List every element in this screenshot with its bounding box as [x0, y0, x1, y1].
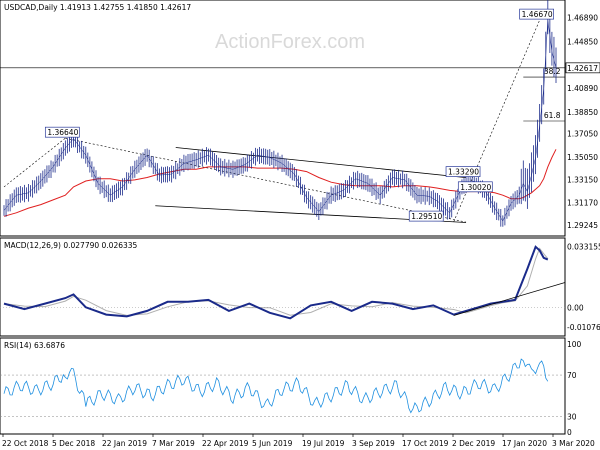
price-label: 1.33290 [448, 168, 479, 177]
x-tick-label: 5 Jun 2019 [252, 439, 293, 448]
price-label: 1.30020 [460, 183, 491, 192]
price-label: 1.29510 [411, 212, 442, 221]
x-tick-label: 22 Oct 2018 [2, 439, 49, 448]
macd-y-tick: 0.033155 [567, 242, 600, 251]
rsi-line [3, 358, 549, 414]
x-tick-label: 19 Jul 2019 [302, 439, 345, 448]
rsi-title: RSI(14) 63.6876 [4, 341, 65, 350]
price-y-tick: 1.44850 [567, 38, 598, 47]
price-y-tick: 1.42617 [567, 64, 598, 73]
macd-y-tick: 0.00 [567, 303, 584, 312]
current-price-tag [565, 62, 600, 74]
x-tick-label: 22 Jan 2019 [102, 439, 147, 448]
price-label: 1.36640 [47, 128, 78, 137]
rsi-y-tick: 70 [567, 371, 577, 380]
rsi-layer [0, 358, 565, 417]
x-tick-label: 17 Oct 2019 [402, 439, 449, 448]
price-label-box [519, 8, 554, 20]
falling-dotted-line [65, 137, 467, 223]
price-label: 38.2 [544, 67, 561, 76]
price-y-tick: 1.31170 [567, 199, 598, 208]
price-header: USDCAD,Daily 1.41913 1.42755 1.41850 1.4… [4, 3, 191, 12]
price-label-box [408, 210, 444, 222]
price-y-tick: 1.33150 [567, 175, 598, 184]
price-panel-frame [0, 0, 566, 237]
upper-channel-line [175, 147, 467, 179]
macd-trend-line [453, 282, 566, 316]
x-tick-label: 5 Dec 2018 [52, 439, 95, 448]
price-label: 61.8 [544, 111, 561, 120]
x-tick-label: 2 Dec 2019 [452, 439, 495, 448]
axis-layer: 1.46890 1.44850 1.42617 1.40890 1.38850 1.370… [2, 14, 600, 448]
rsi-y-tick: 30 [567, 412, 577, 421]
macd-line [3, 245, 549, 320]
price-y-tick: 1.40890 [567, 84, 598, 93]
price-label: 1.46670 [522, 10, 553, 19]
watermark: ActionForex.com [215, 31, 365, 53]
macd-y-tick: -0.010769 [567, 323, 600, 332]
rsi-panel-frame [0, 337, 566, 435]
price-y-tick: 1.37050 [567, 129, 598, 138]
macd-layer [0, 245, 566, 320]
macd-title: MACD(12,26,9) 0.027790 0.026335 [4, 241, 138, 250]
price-y-tick: 1.35050 [567, 153, 598, 162]
x-tick-label: 22 Apr 2019 [202, 439, 249, 448]
macd-panel-frame [0, 237, 566, 337]
price-y-tick: 1.38850 [567, 108, 598, 117]
x-tick-label: 3 Mar 2020 [552, 439, 595, 448]
price-y-tick: 1.29245 [567, 221, 598, 230]
x-tick-label: 3 Sep 2019 [352, 439, 395, 448]
moving-average-line [3, 149, 557, 217]
x-tick-label: 17 Jan 2020 [502, 439, 547, 448]
rsi-y-tick: 0 [567, 428, 572, 437]
price-label-box [44, 126, 80, 138]
support-dotted-line [3, 137, 66, 188]
price-y-tick: 1.46890 [567, 14, 598, 23]
rsi-y-tick: 100 [567, 340, 582, 349]
price-layer: 1.36640 1.46670 1.33290 1.30020 1.29510 38.2 6… [0, 0, 565, 227]
price-label-box [445, 166, 481, 177]
price-label-box [457, 181, 493, 193]
x-tick-label: 7 Mar 2019 [152, 439, 195, 448]
